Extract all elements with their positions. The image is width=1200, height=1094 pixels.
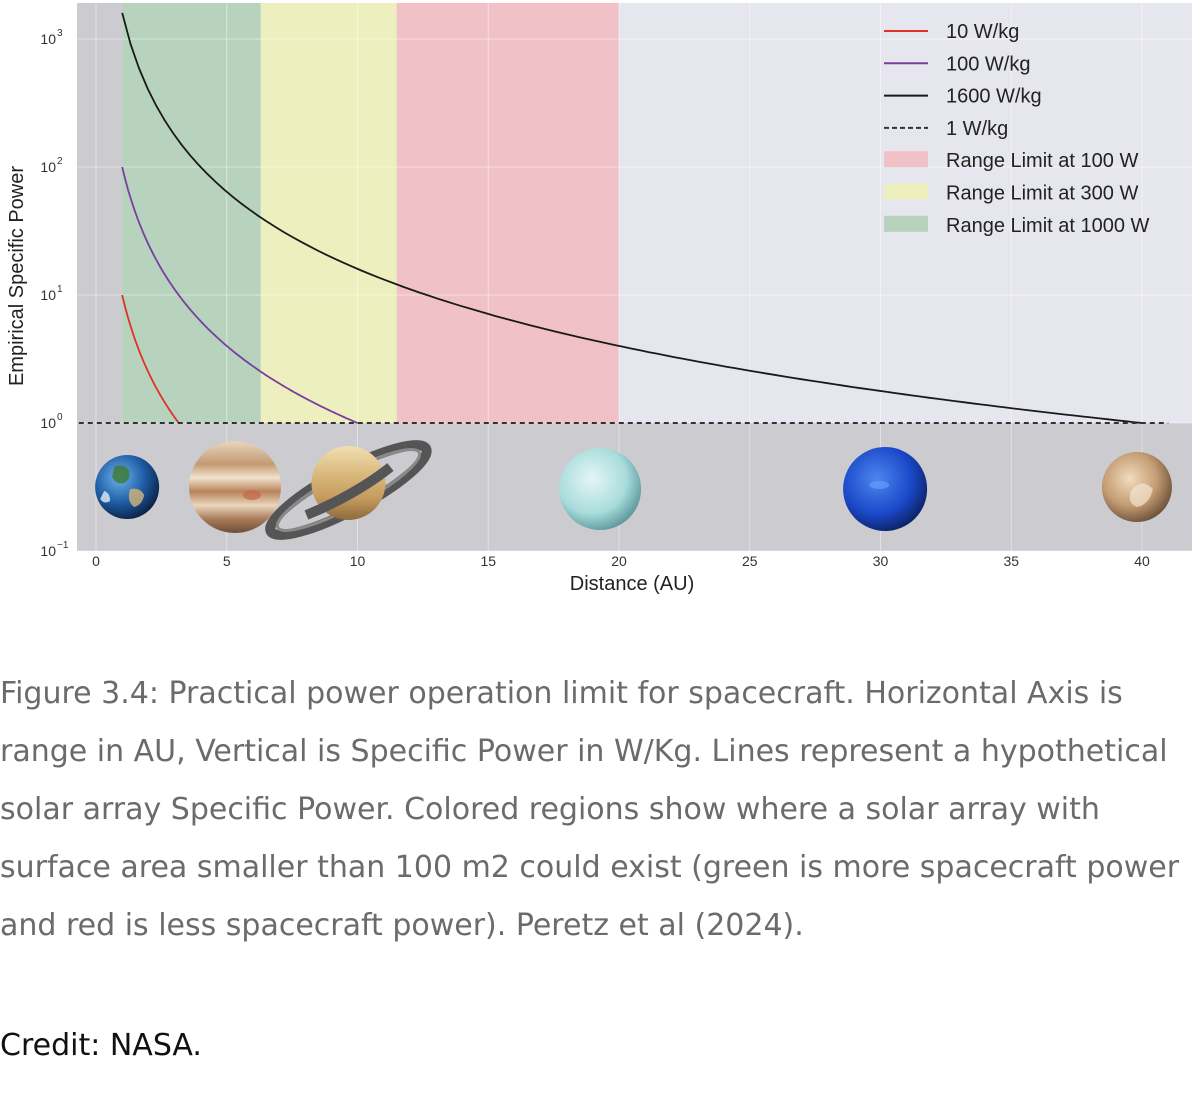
svg-text:1: 1 bbox=[57, 284, 63, 295]
y-tick-label: 10 2 bbox=[40, 156, 63, 175]
saturn-icon bbox=[265, 440, 432, 540]
uranus-icon bbox=[559, 448, 642, 530]
svg-text:10: 10 bbox=[40, 287, 56, 303]
legend-label: 10 W/kg bbox=[946, 21, 1019, 43]
legend-label: Range Limit at 100 W bbox=[946, 150, 1138, 172]
y-axis-label: Empirical Specific Power bbox=[6, 166, 28, 386]
pluto-icon bbox=[1101, 452, 1172, 522]
legend-item: 10 W/kg bbox=[884, 21, 1019, 43]
legend-item: Range Limit at 300 W bbox=[884, 183, 1138, 205]
y-tick-label: 10 0 bbox=[40, 412, 63, 431]
region-range-limit-at-100-w bbox=[396, 3, 619, 423]
x-tick-label: 0 bbox=[92, 553, 100, 569]
y-tick-label: 10 3 bbox=[40, 28, 63, 47]
svg-text:10: 10 bbox=[40, 415, 56, 431]
legend-item: Range Limit at 100 W bbox=[884, 150, 1138, 172]
x-tick-label: 30 bbox=[873, 553, 889, 569]
series-line-10-w-kg bbox=[121, 294, 180, 424]
region-range-limit-at-300-w bbox=[260, 3, 397, 423]
x-tick-label: 5 bbox=[223, 553, 231, 569]
x-tick-label: 20 bbox=[611, 553, 627, 569]
credit-line: Credit: NASA. bbox=[0, 1028, 202, 1063]
figure-caption: Figure 3.4: Practical power operation li… bbox=[0, 676, 1180, 943]
x-tick-label: 10 bbox=[350, 553, 366, 569]
legend-label: Range Limit at 300 W bbox=[946, 183, 1138, 205]
legend-label: 1600 W/kg bbox=[946, 86, 1042, 108]
legend: 10 W/kg 100 W/kg 1600 W/kg 1 W/kg Range Limi… bbox=[884, 21, 1150, 237]
svg-text:10: 10 bbox=[40, 31, 56, 47]
neptune-icon bbox=[843, 447, 928, 531]
x-tick-label: 15 bbox=[480, 553, 496, 569]
x-tick-label: 35 bbox=[1003, 553, 1019, 569]
x-tick-label: 40 bbox=[1134, 553, 1150, 569]
earth-icon bbox=[95, 455, 160, 519]
legend-swatch bbox=[884, 151, 928, 168]
region-range-limit-at-1000-w bbox=[122, 3, 261, 423]
svg-text:3: 3 bbox=[57, 28, 63, 39]
chart: 0 5 10 15 20 25 30 35 40 10 3 10 2 10 1 10 0 10 −1 Distan… bbox=[6, 3, 1192, 595]
series-line-1600-w-kg bbox=[121, 12, 1143, 424]
legend-label: 1 W/kg bbox=[946, 118, 1008, 140]
legend-item: 1600 W/kg bbox=[884, 86, 1042, 108]
svg-text:0: 0 bbox=[57, 412, 63, 423]
x-tick-label: 25 bbox=[742, 553, 758, 569]
y-tick-label: 10 −1 bbox=[40, 540, 68, 559]
jupiter-icon bbox=[188, 441, 281, 533]
x-axis-label: Distance (AU) bbox=[570, 573, 694, 595]
svg-text:2: 2 bbox=[57, 156, 63, 167]
legend-swatch bbox=[884, 215, 928, 232]
legend-swatch bbox=[884, 183, 928, 200]
legend-item: 100 W/kg bbox=[884, 53, 1030, 75]
legend-label: 100 W/kg bbox=[946, 53, 1030, 75]
svg-text:10: 10 bbox=[40, 159, 56, 175]
legend-label: Range Limit at 1000 W bbox=[946, 215, 1150, 237]
legend-item: 1 W/kg bbox=[884, 118, 1008, 140]
legend-item: Range Limit at 1000 W bbox=[884, 215, 1150, 237]
y-tick-label: 10 1 bbox=[40, 284, 63, 303]
svg-text:−1: −1 bbox=[57, 540, 69, 551]
series-line-100-w-kg bbox=[121, 166, 358, 424]
svg-text:10: 10 bbox=[40, 543, 56, 559]
left-band bbox=[77, 3, 123, 423]
